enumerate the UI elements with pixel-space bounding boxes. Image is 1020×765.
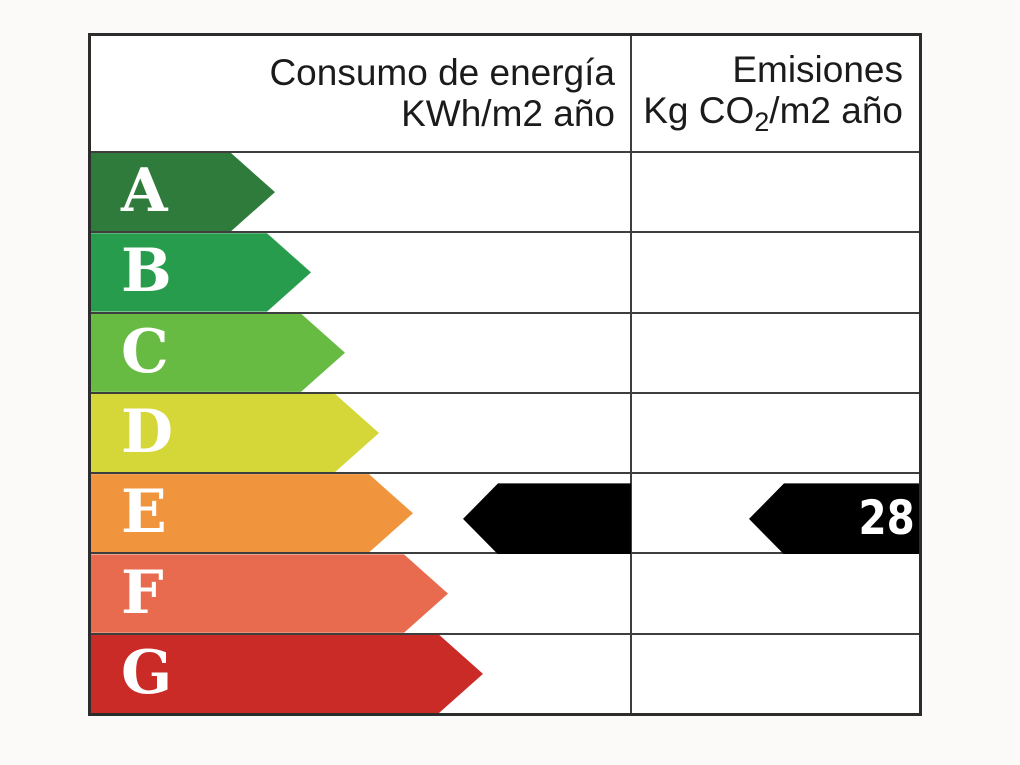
rating-row-b: B bbox=[91, 231, 919, 312]
consumption-units: KWh/m2 año bbox=[401, 92, 615, 134]
emissions-cell-d bbox=[632, 394, 919, 472]
emissions-value: 28 bbox=[858, 491, 915, 547]
consumption-cell-f: F bbox=[91, 554, 632, 633]
rating-row-d: D bbox=[91, 391, 919, 473]
consumption-cell-g: G bbox=[91, 634, 632, 713]
rating-row-e: E 28 bbox=[91, 472, 919, 555]
rating-row-c: C bbox=[91, 311, 919, 392]
consumption-indicator-arrow bbox=[463, 483, 631, 555]
emissions-units-pre: Kg CO bbox=[643, 89, 755, 131]
consumption-header-cell: Consumo de energía KWh/m2 año bbox=[91, 36, 632, 151]
grade-letter-b: B bbox=[121, 236, 172, 307]
grade-letter-a: A bbox=[121, 156, 168, 227]
emissions-header-cell: Emisiones Kg CO2/m2 año bbox=[632, 36, 919, 151]
grade-arrow-a: A bbox=[91, 153, 275, 231]
grade-arrow-c: C bbox=[91, 314, 345, 392]
grade-letter-e: E bbox=[121, 477, 167, 548]
consumption-cell-b: B bbox=[91, 233, 632, 312]
emissions-title: Emisiones bbox=[732, 48, 903, 90]
energy-rating-table: Consumo de energía KWh/m2 año Emisiones … bbox=[88, 33, 922, 716]
grade-letter-c: C bbox=[121, 316, 169, 387]
consumption-cell-a: A bbox=[91, 153, 632, 232]
emissions-cell-a bbox=[632, 153, 919, 231]
emissions-cell-b bbox=[632, 233, 919, 311]
consumption-cell-e: E bbox=[91, 474, 632, 555]
header-row: Consumo de energía KWh/m2 año Emisiones … bbox=[91, 36, 919, 151]
emissions-cell-g bbox=[632, 635, 919, 713]
emissions-units: Kg CO2/m2 año bbox=[643, 89, 903, 138]
grade-letter-g: G bbox=[121, 637, 173, 708]
grade-arrow-b: B bbox=[91, 233, 311, 311]
rating-row-a: A bbox=[91, 151, 919, 232]
rating-row-g: G bbox=[91, 632, 919, 713]
rating-row-f: F bbox=[91, 552, 919, 633]
emissions-units-subscript: 2 bbox=[754, 106, 770, 137]
consumption-title: Consumo de energía bbox=[269, 51, 615, 93]
grade-arrow-g: G bbox=[91, 635, 483, 713]
grade-letter-d: D bbox=[121, 396, 174, 467]
emissions-cell-e: 28 bbox=[632, 474, 919, 555]
grade-arrow-d: D bbox=[91, 394, 379, 472]
consumption-cell-c: C bbox=[91, 313, 632, 392]
consumption-cell-d: D bbox=[91, 393, 632, 473]
grade-arrow-f: F bbox=[91, 554, 448, 632]
emissions-cell-c bbox=[632, 314, 919, 392]
emissions-cell-f bbox=[632, 554, 919, 632]
emissions-indicator-arrow: 28 bbox=[749, 483, 919, 555]
emissions-units-post: /m2 año bbox=[769, 89, 903, 131]
grade-arrow-e: E bbox=[91, 474, 413, 552]
grade-letter-f: F bbox=[121, 557, 164, 628]
